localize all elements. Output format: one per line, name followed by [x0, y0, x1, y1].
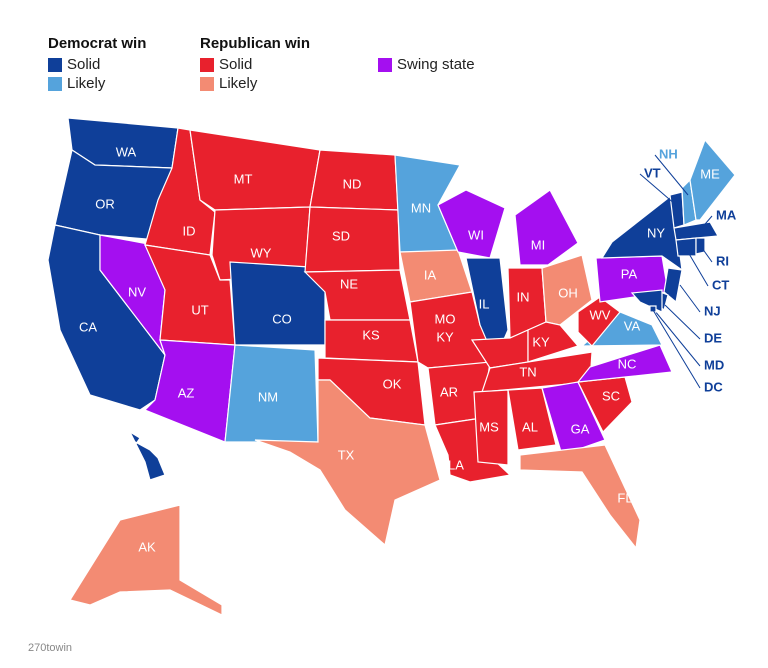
legend-swatch	[48, 58, 62, 72]
state-label: SC	[602, 388, 620, 403]
state-label: MS	[479, 419, 499, 434]
leader-line	[654, 154, 689, 196]
state-label: AR	[440, 384, 458, 399]
legend-swatch	[200, 77, 214, 91]
state-label: AK	[138, 539, 156, 554]
state-label: IL	[479, 296, 490, 311]
state-label: KY	[436, 329, 454, 344]
leader-line	[701, 247, 713, 263]
leader-line	[679, 284, 701, 313]
state-label: MI	[531, 237, 545, 252]
state	[189, 129, 321, 211]
state	[519, 444, 641, 550]
state-label: RI	[716, 253, 729, 268]
state-label: MD	[704, 357, 724, 372]
state-label: ME	[700, 166, 720, 181]
state-label: WV	[590, 307, 611, 322]
state	[437, 189, 506, 259]
state	[541, 381, 606, 456]
state-label: KY	[532, 334, 550, 349]
state-label: NH	[659, 146, 678, 161]
state-label: NM	[258, 389, 278, 404]
state-label: ID	[183, 223, 196, 238]
state-label: AL	[522, 419, 538, 434]
legend-swatch	[378, 58, 392, 72]
state-label: TX	[338, 447, 355, 462]
state-label: VA	[624, 318, 641, 333]
legend-label: Likely	[67, 75, 106, 92]
state	[127, 430, 166, 481]
state-label: DC	[704, 379, 723, 394]
state-label: MO	[435, 311, 456, 326]
legend-label: Solid	[67, 56, 100, 73]
leader-line	[649, 304, 701, 367]
state	[541, 254, 593, 326]
state-label: TN	[519, 364, 536, 379]
state-label: SD	[332, 228, 350, 243]
state	[649, 305, 657, 313]
state-label: PA	[621, 266, 638, 281]
state-label: CA	[79, 319, 97, 334]
state	[673, 221, 719, 241]
state	[304, 206, 401, 273]
legend-label: Likely	[219, 75, 258, 92]
state	[69, 504, 223, 616]
state-label: MT	[234, 171, 253, 186]
state-label: KS	[362, 327, 380, 342]
state-label: CO	[272, 311, 292, 326]
state	[689, 138, 736, 221]
leader-line	[699, 215, 713, 231]
state-label: NE	[340, 276, 358, 291]
state	[695, 237, 706, 255]
state-label: LA	[448, 457, 464, 472]
state-label: VT	[644, 165, 661, 180]
state-label: DE	[704, 330, 722, 345]
legend-label: Solid	[219, 56, 252, 73]
source: 270towin	[28, 642, 72, 654]
state-label: IA	[424, 267, 437, 282]
state-label: ND	[343, 176, 362, 191]
leader-line	[639, 173, 677, 206]
legend-title: Democrat win	[48, 35, 146, 52]
state	[663, 267, 683, 304]
state	[527, 321, 580, 363]
state	[576, 344, 673, 383]
state-label: FL	[617, 490, 632, 505]
state-label: AZ	[178, 385, 195, 400]
state-label: WY	[251, 245, 272, 260]
state	[473, 389, 509, 466]
state	[600, 193, 683, 272]
state-label: OK	[383, 376, 402, 391]
state-label: CT	[712, 277, 729, 292]
state-label: WI	[468, 227, 484, 242]
state-label: NY	[647, 225, 665, 240]
legend-swatch	[200, 58, 214, 72]
state-label: UT	[191, 302, 208, 317]
state-label: HI	[172, 467, 185, 482]
leader-line	[664, 304, 701, 340]
legend-swatch	[48, 77, 62, 91]
legend-label: Swing state	[397, 56, 475, 73]
state	[507, 387, 557, 451]
state-label: GA	[571, 421, 590, 436]
state	[577, 296, 621, 347]
state	[630, 289, 663, 313]
state	[254, 379, 441, 547]
state-label: OR	[95, 196, 115, 211]
state	[675, 237, 697, 257]
leader-line	[687, 251, 709, 287]
state-label: MN	[411, 200, 431, 215]
leader-line	[652, 309, 701, 389]
state-label: OH	[558, 285, 578, 300]
state-label: IN	[517, 289, 530, 304]
state-label: NV	[128, 284, 146, 299]
state	[514, 189, 579, 266]
legend-title: Republican win	[200, 35, 310, 52]
state-label: NJ	[704, 303, 721, 318]
state-label: WA	[116, 144, 137, 159]
state-label: MA	[716, 207, 737, 222]
state-label: NC	[618, 356, 637, 371]
